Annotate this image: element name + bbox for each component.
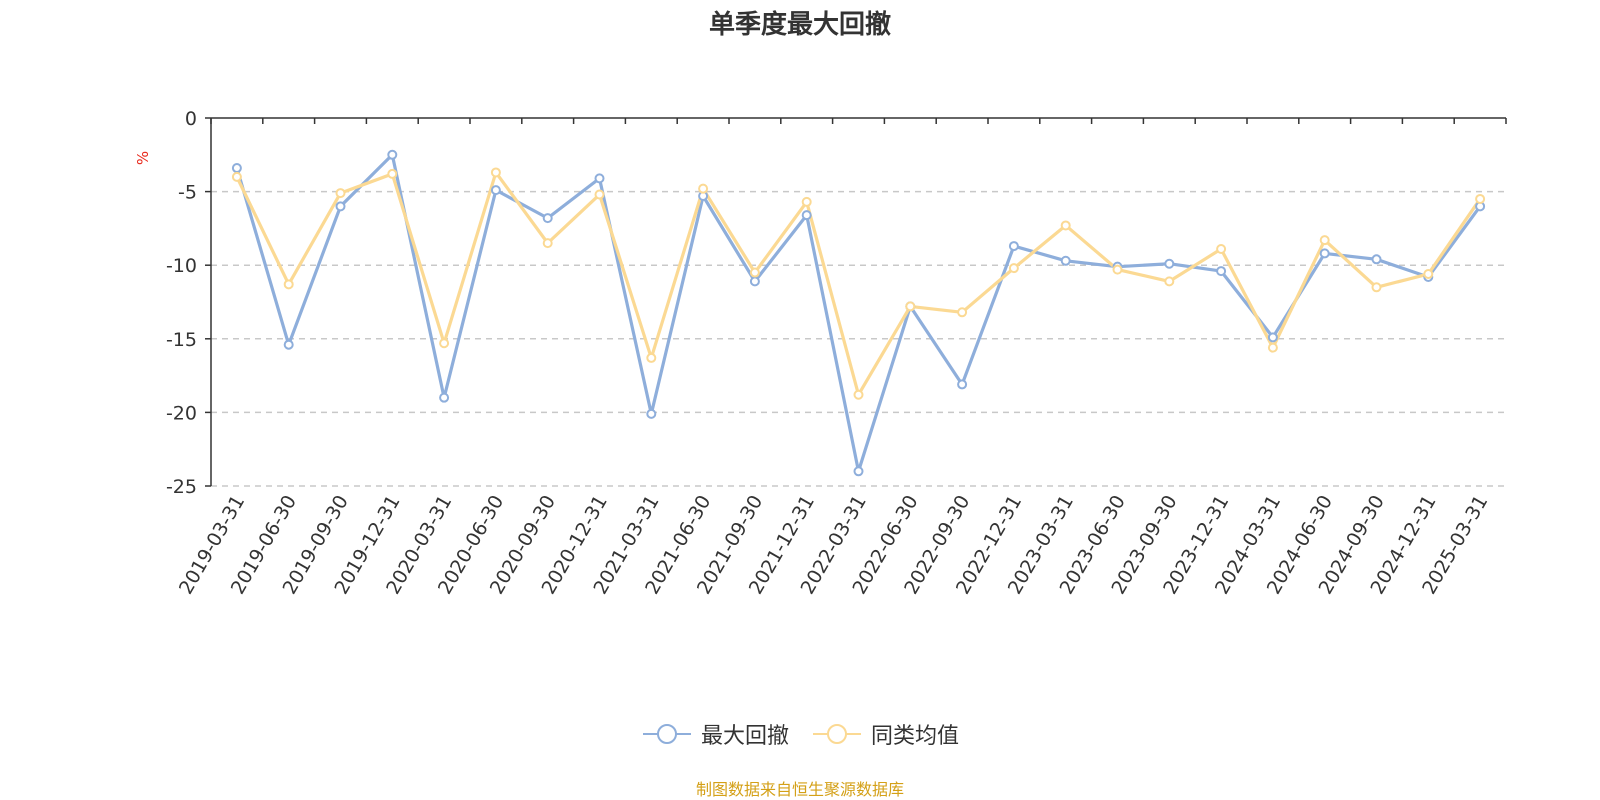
series-0-point-4[interactable] — [439, 392, 450, 403]
series-1-point-4[interactable] — [439, 338, 450, 349]
source-note: 制图数据来自恒生聚源数据库 — [695, 780, 904, 799]
series-0-point-1[interactable] — [283, 339, 294, 350]
legend: 最大回撤 同类均值 — [0, 718, 1600, 750]
series-0-point-14[interactable] — [957, 379, 968, 390]
series-1-point-8[interactable] — [646, 352, 657, 363]
series-1-point-16[interactable] — [1060, 220, 1071, 231]
series-1-point-10[interactable] — [749, 267, 760, 278]
series-1-point-18[interactable] — [1164, 276, 1175, 287]
y-tick-label-3: -15 — [166, 329, 197, 351]
series-1-point-7[interactable] — [594, 189, 605, 200]
series-1-point-3[interactable] — [387, 168, 398, 179]
y-tick-label-5: -25 — [166, 476, 197, 498]
series-1-point-0[interactable] — [231, 171, 242, 182]
series-0-point-10[interactable] — [749, 276, 760, 287]
grid-lines — [211, 190, 1506, 487]
y-axis-unit-label: % — [134, 151, 152, 165]
series-lines — [231, 149, 1486, 477]
chart-title: 单季度最大回撤 — [708, 10, 891, 40]
series-0-point-7[interactable] — [594, 173, 605, 184]
series-1-point-19[interactable] — [1216, 244, 1227, 255]
series-1-point-14[interactable] — [957, 307, 968, 318]
series-0-point-6[interactable] — [542, 213, 553, 224]
series-0-point-18[interactable] — [1164, 258, 1175, 269]
series-0-point-11[interactable] — [801, 210, 812, 221]
series-0-point-3[interactable] — [387, 149, 398, 160]
legend-item-series-1[interactable]: 同类均值 — [811, 718, 959, 750]
series-1-point-12[interactable] — [853, 389, 864, 400]
series-0-point-0[interactable] — [231, 163, 242, 174]
series-1-point-9[interactable] — [698, 183, 709, 194]
series-0-point-5[interactable] — [490, 185, 501, 196]
series-1-point-22[interactable] — [1371, 282, 1382, 293]
y-tick-label-1: -5 — [178, 182, 197, 204]
series-0-point-12[interactable] — [853, 466, 864, 477]
series-1-point-15[interactable] — [1008, 263, 1019, 274]
legend-item-series-0[interactable]: 最大回撤 — [641, 718, 789, 750]
series-0-point-2[interactable] — [335, 201, 346, 212]
series-1-line — [235, 170, 1482, 397]
series-1-point-11[interactable] — [801, 196, 812, 207]
y-tick-label-0: 0 — [185, 108, 197, 130]
series-1-point-24[interactable] — [1475, 193, 1486, 204]
series-0-point-20[interactable] — [1267, 332, 1278, 343]
series-1-point-20[interactable] — [1267, 342, 1278, 353]
legend-series-0-icon — [642, 724, 691, 744]
series-1-point-17[interactable] — [1112, 264, 1123, 275]
series-1-point-13[interactable] — [905, 301, 916, 312]
series-1-point-1[interactable] — [283, 279, 294, 290]
series-0-line — [235, 153, 1482, 473]
legend-series-0-label: 最大回撤 — [700, 724, 789, 749]
series-1-point-2[interactable] — [335, 188, 346, 199]
series-0-point-15[interactable] — [1008, 241, 1019, 252]
series-1-point-6[interactable] — [542, 238, 553, 249]
series-0-point-21[interactable] — [1319, 248, 1330, 259]
series-0-point-8[interactable] — [646, 408, 657, 419]
series-1-point-5[interactable] — [490, 167, 501, 178]
y-tick-label-4: -20 — [166, 402, 197, 424]
legend-series-1-icon — [813, 724, 861, 744]
legend-series-1-label: 同类均值 — [871, 724, 960, 749]
y-tick-label-2: -10 — [166, 255, 197, 277]
series-0-point-16[interactable] — [1060, 255, 1071, 266]
series-1-point-21[interactable] — [1319, 235, 1330, 246]
series-0-point-19[interactable] — [1216, 266, 1227, 277]
series-0-point-22[interactable] — [1371, 254, 1382, 265]
series-1-point-23[interactable] — [1423, 269, 1434, 280]
